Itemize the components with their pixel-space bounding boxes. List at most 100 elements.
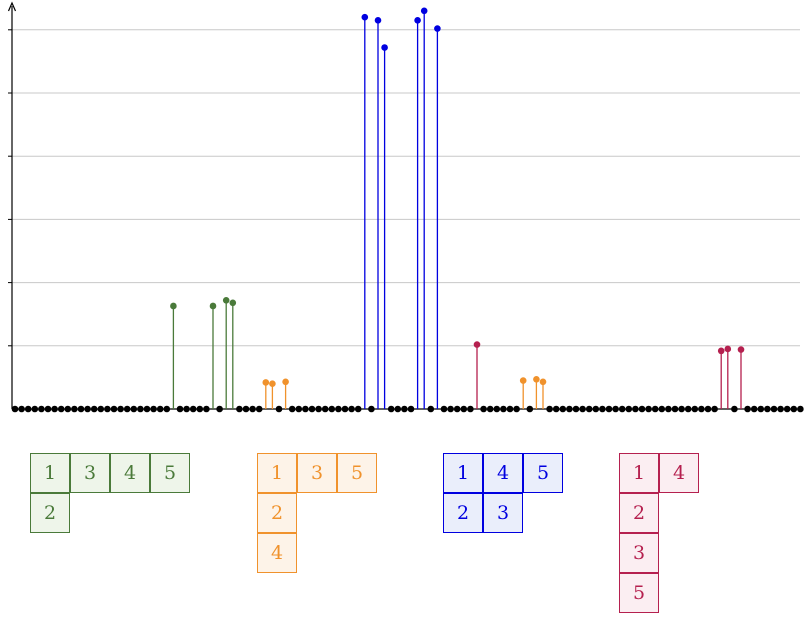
baseline-point: [764, 405, 771, 413]
baseline-point: [638, 405, 646, 413]
stem-marker: [473, 341, 481, 348]
stem-marker: [262, 379, 270, 386]
baseline-point: [711, 405, 718, 413]
baseline-point: [163, 405, 171, 413]
baseline-point: [480, 405, 487, 413]
baseline-point: [11, 405, 19, 413]
stem-marker: [737, 346, 745, 353]
baseline-point: [137, 405, 144, 413]
baseline-point: [526, 405, 534, 413]
baseline-point: [302, 405, 309, 413]
baseline-point: [183, 405, 190, 413]
baseline-point: [546, 405, 553, 413]
tableau-cell: 1: [257, 453, 297, 493]
baseline-point: [150, 405, 157, 413]
baseline-point: [500, 405, 507, 413]
baseline-point: [665, 405, 672, 413]
tableau-cell: 5: [523, 453, 563, 493]
tableau-cell: 2: [30, 493, 70, 533]
baseline-point: [328, 405, 336, 413]
baseline-point: [579, 405, 586, 413]
baseline-point: [51, 405, 58, 413]
baseline-point: [216, 405, 223, 413]
baseline-point: [407, 405, 415, 413]
baseline-point: [572, 405, 580, 413]
baseline-point: [658, 405, 666, 413]
baseline-point: [335, 405, 342, 413]
baseline-point: [394, 405, 402, 413]
baseline-point: [447, 405, 454, 413]
stem-marker: [533, 375, 540, 383]
stem-marker: [519, 377, 527, 384]
baseline-point: [348, 405, 355, 413]
stem-marker: [282, 378, 289, 386]
stem-marker: [170, 302, 177, 310]
baseline-point: [44, 405, 52, 413]
baseline-point: [24, 405, 32, 413]
baseline-point: [104, 405, 111, 413]
baseline-point: [18, 405, 25, 413]
baseline-point: [196, 405, 204, 413]
baseline-point: [566, 405, 573, 413]
baseline-point: [38, 405, 45, 413]
baseline-point: [440, 405, 448, 413]
baseline-point: [143, 405, 151, 413]
baseline-point: [698, 405, 705, 413]
baseline-point: [321, 405, 329, 413]
baseline-point: [123, 405, 131, 413]
stem-marker: [434, 25, 441, 32]
baseline-point: [236, 405, 243, 413]
baseline-point: [460, 405, 468, 413]
stem-marker: [381, 44, 388, 51]
baseline-point: [599, 405, 606, 413]
tableau-cell: 1: [30, 453, 70, 493]
baseline-point: [790, 405, 798, 413]
baseline-point: [592, 405, 600, 413]
tableau-cell: 1: [619, 453, 659, 493]
baseline-point: [401, 405, 408, 413]
stem-marker: [269, 380, 276, 388]
baseline-point: [618, 405, 626, 413]
baseline-point: [57, 405, 65, 413]
stem-marker: [539, 378, 547, 386]
baseline-point: [704, 405, 712, 413]
baseline-point: [64, 405, 72, 413]
baseline-point: [467, 405, 474, 413]
stem-marker: [717, 347, 725, 355]
baseline-point: [770, 405, 778, 413]
baseline-point: [559, 405, 567, 413]
baseline-point: [71, 405, 78, 413]
baseline-point: [783, 405, 791, 413]
baseline-point: [750, 405, 758, 413]
baseline-point: [585, 405, 593, 413]
tableau-cell: 5: [619, 573, 659, 613]
stem-marker: [724, 345, 732, 353]
baseline-point: [797, 405, 804, 413]
stem-plot: [7, 1, 804, 413]
y-axis-arrow: [7, 1, 17, 12]
stem-marker: [414, 17, 421, 24]
baseline-point: [341, 405, 349, 413]
baseline-point: [777, 405, 784, 413]
tableau-cell: 5: [150, 453, 190, 493]
baseline-point: [757, 405, 765, 413]
baseline-point: [731, 405, 738, 413]
tableau-cell: 4: [483, 453, 523, 493]
tableau-cell: 4: [110, 453, 150, 493]
tableau-cell: 3: [297, 453, 337, 493]
baseline-point: [486, 405, 494, 413]
tableau-cell: 4: [257, 533, 297, 573]
baseline-point: [453, 405, 461, 413]
baseline-point: [354, 405, 362, 413]
baseline-point: [249, 405, 256, 413]
baseline-point: [612, 405, 619, 413]
stem-marker: [420, 7, 428, 15]
tableau-cell: 3: [619, 533, 659, 573]
stem-marker: [374, 17, 382, 24]
baseline-point: [678, 405, 685, 413]
baseline-point: [110, 405, 118, 413]
baseline-point: [295, 405, 303, 413]
baseline-point: [97, 405, 105, 413]
baseline-point: [242, 405, 250, 413]
baseline-point: [156, 405, 164, 413]
